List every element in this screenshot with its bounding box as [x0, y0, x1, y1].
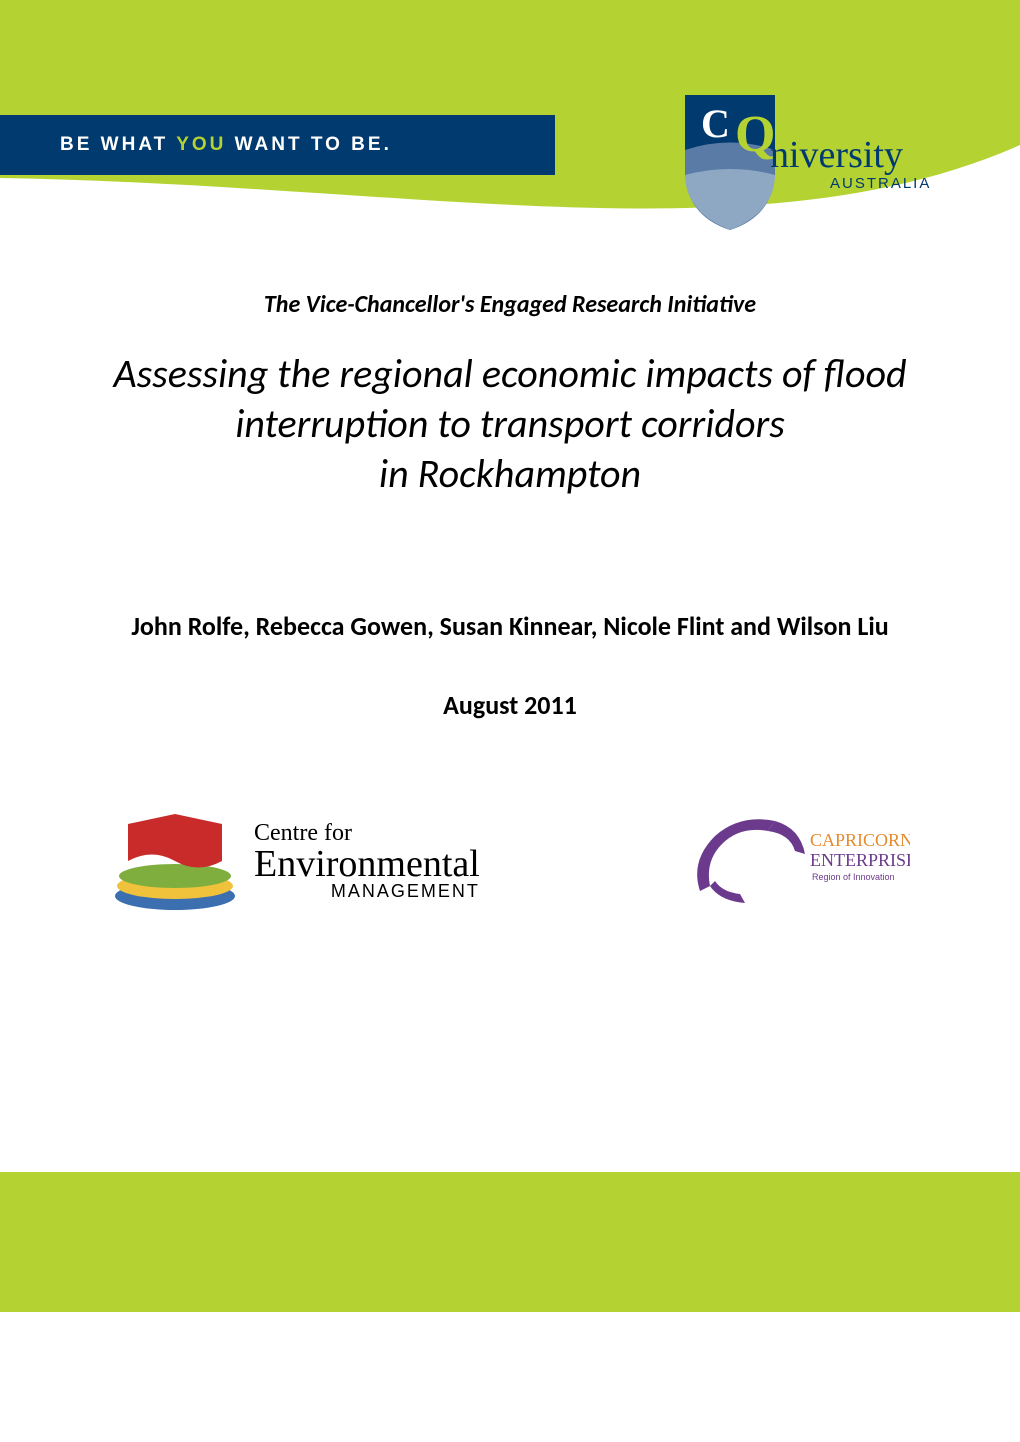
- university-word: niversity: [770, 134, 903, 176]
- title-line-3: in Rockhampton: [379, 449, 641, 498]
- cem-mark-icon: [110, 806, 240, 916]
- tagline-pre: BE WHAT: [60, 134, 176, 155]
- tagline-bar: BE WHAT YOU WANT TO BE.: [0, 115, 555, 175]
- svg-text:C: C: [701, 101, 730, 146]
- tagline-accent: YOU: [176, 134, 226, 155]
- document-content: The Vice-Chancellor's Engaged Research I…: [0, 260, 1020, 921]
- cem-logo: Centre for Environmental MANAGEMENT: [110, 801, 530, 921]
- partner-logos-row: Centre for Environmental MANAGEMENT CAPR…: [100, 801, 920, 921]
- university-sub: AUSTRALIA: [830, 175, 931, 192]
- cap-text-1: CAPRICORN: [810, 830, 910, 850]
- footer-green-band: [0, 1172, 1020, 1312]
- tagline-post: WANT TO BE.: [226, 134, 391, 155]
- title-line-1: Assessing the regional economic impacts …: [113, 349, 906, 398]
- cquniversity-logo: C Q niversity AUSTRALIA: [655, 75, 935, 235]
- capricorn-logo: CAPRICORN ENTERPRISE Region of Innovatio…: [680, 806, 910, 916]
- cem-text-2: Environmental: [254, 847, 480, 881]
- cap-text-2: ENTERPRISE: [810, 850, 910, 870]
- tagline-text: BE WHAT YOU WANT TO BE.: [60, 134, 392, 156]
- title-line-2: interruption to transport corridors: [235, 399, 785, 448]
- document-authors: John Rolfe, Rebecca Gowen, Susan Kinnear…: [100, 609, 920, 644]
- document-title: Assessing the regional economic impacts …: [100, 349, 920, 499]
- document-date: August 2011: [100, 689, 920, 721]
- cap-text-3: Region of Innovation: [812, 872, 895, 882]
